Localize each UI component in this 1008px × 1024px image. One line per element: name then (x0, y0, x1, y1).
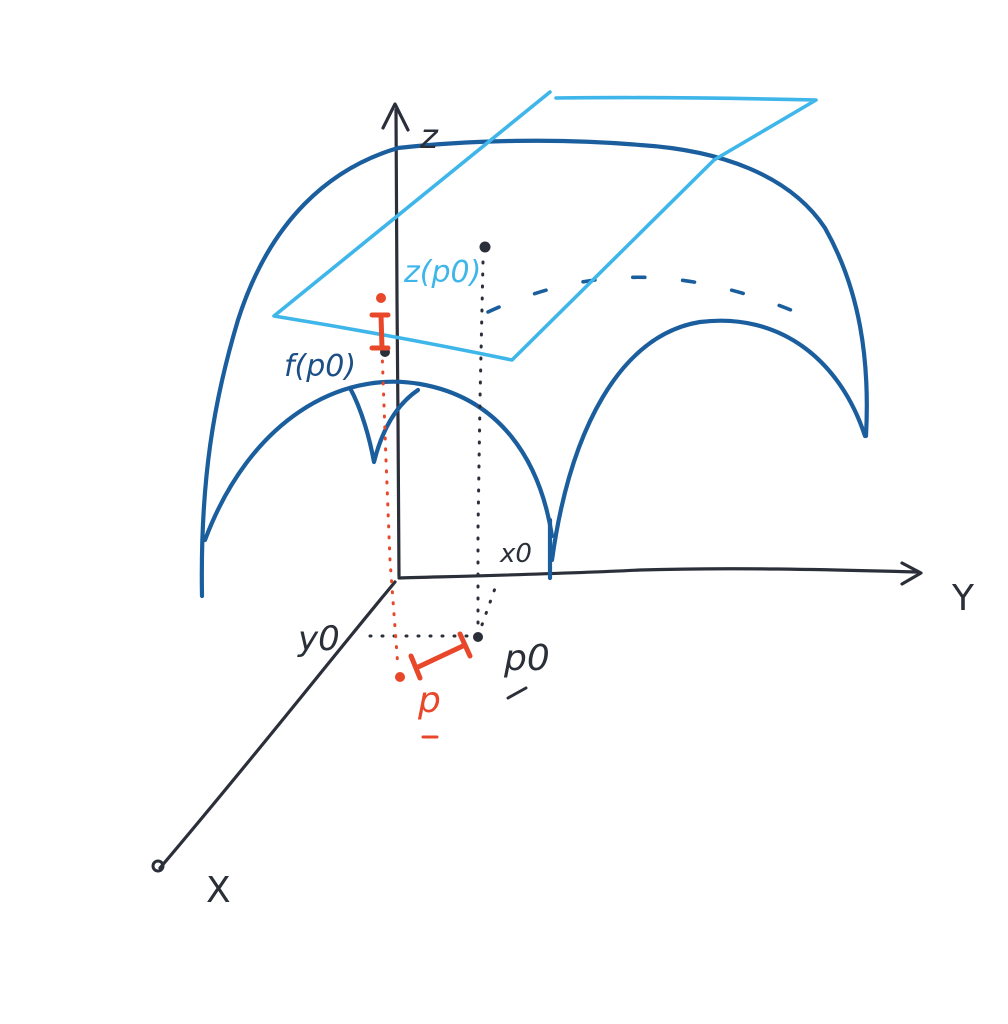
p-point (395, 672, 405, 682)
y-axis-label: Y (951, 578, 975, 619)
surface-cusp-front (347, 385, 421, 465)
p0-to-x0-dotted-line (476, 578, 500, 638)
p0-vertical-dotted-line (476, 260, 485, 638)
error-marks (369, 293, 528, 739)
z-axis-arrowhead (381, 102, 410, 132)
p-vertical-dotted-line (380, 348, 400, 670)
surface-outer-left-edge (199, 145, 401, 599)
y0-label: y0 (297, 619, 340, 659)
x-axis-end-marker (151, 859, 165, 873)
z-p0-label: z(p0) (403, 255, 481, 290)
z-p0-point (479, 241, 491, 253)
vertical-gap-bracket (369, 312, 391, 351)
surface-front-arch (202, 379, 555, 543)
x0-label: x0 (499, 539, 532, 569)
f-p0-label: f(p0) (284, 349, 356, 384)
y-axis-line (397, 567, 920, 580)
axes (151, 102, 923, 873)
horizontal-distance-bracket (408, 631, 473, 681)
vertical-gap-top-dot (376, 293, 386, 303)
surface-hidden-edge (486, 275, 812, 320)
p0-label: p0 (503, 638, 550, 679)
x-axis-line (158, 580, 397, 870)
tangent-plane-outline (272, 90, 818, 362)
y-axis-arrowhead (900, 561, 923, 586)
projection-lines (368, 260, 500, 670)
surface-top-edge (395, 138, 869, 439)
tangent-plane (272, 90, 818, 362)
surface-f (199, 138, 869, 599)
surface-back-arch (549, 318, 868, 563)
z-axis-line (394, 108, 401, 578)
p0-point (473, 632, 483, 642)
p-label: p (417, 680, 441, 721)
z-axis-label: z (419, 117, 439, 157)
x-axis-label: X (206, 870, 231, 911)
labels: z Y X x0 y0 p0 p f(p0) z(p0) (206, 117, 975, 911)
p0-label-underline (506, 686, 528, 700)
